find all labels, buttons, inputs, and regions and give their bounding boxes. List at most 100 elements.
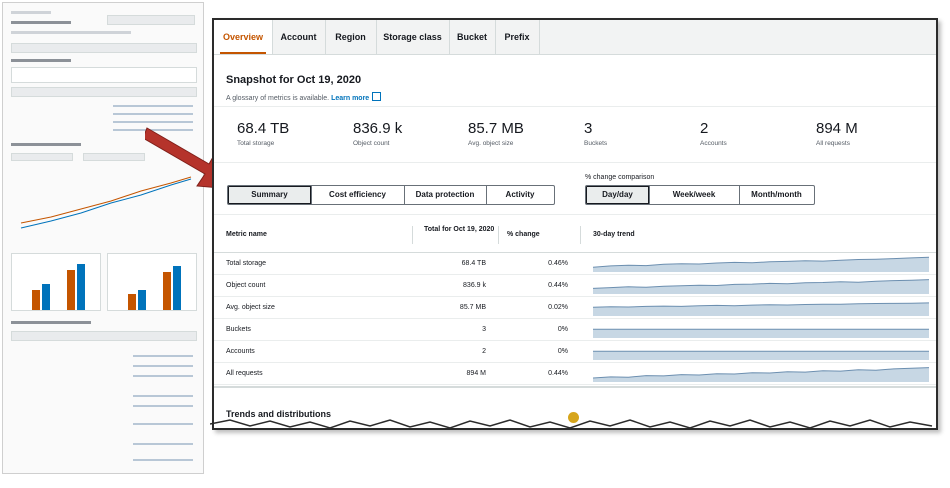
metric-avg-object-size: 85.7 MB Avg. object size — [468, 120, 524, 147]
snapshot-title: Snapshot for Oct 19, 2020 — [226, 74, 362, 86]
metric-value: 836.9 k — [353, 120, 403, 137]
divider — [214, 106, 936, 107]
thumb-bar-chart — [11, 253, 101, 311]
table-row-name: Avg. object size — [226, 304, 275, 311]
storage-lens-panel: Overview Account Region Storage class Bu… — [212, 18, 938, 430]
metric-total-storage: 68.4 TB Total storage — [237, 120, 289, 147]
metric-label: All requests — [816, 140, 850, 147]
metric-value: 894 M — [816, 120, 858, 137]
thumb-segment — [11, 87, 197, 97]
metric-label: Accounts — [700, 140, 727, 147]
segment-week-week[interactable]: Week/week — [649, 186, 740, 204]
dashboard-thumbnail — [2, 2, 204, 474]
tab-region[interactable]: Region — [325, 20, 377, 54]
learn-more-link[interactable]: Learn more — [331, 95, 370, 102]
thumb-metrics — [11, 67, 197, 83]
trend-line — [593, 367, 929, 379]
trend-area — [593, 329, 929, 338]
tab-prefix[interactable]: Prefix — [495, 20, 540, 54]
thumb-trend — [113, 113, 193, 115]
table-row-total: 2 — [482, 348, 486, 355]
thumb-line — [11, 21, 71, 24]
header-divider — [214, 252, 936, 253]
segment-month-month[interactable]: Month/month — [751, 190, 802, 199]
trend-line — [593, 302, 929, 308]
column-separator — [498, 226, 499, 244]
metric-buckets: 3 Buckets — [584, 120, 607, 147]
thumb-select — [11, 153, 73, 161]
dashboard-tabs: Overview Account Region Storage class Bu… — [214, 20, 936, 55]
thumb-trend — [133, 395, 193, 397]
metric-value: 68.4 TB — [237, 120, 290, 137]
table-row-name: Buckets — [226, 326, 251, 333]
row-divider — [214, 340, 936, 341]
table-row-name: Accounts — [226, 348, 255, 355]
metric-value: 85.7 MB — [468, 120, 524, 137]
thumb-trend — [133, 423, 193, 425]
tab-overview[interactable]: Overview — [214, 20, 273, 54]
tab-bucket[interactable]: Bucket — [449, 20, 496, 54]
thumb-trend — [133, 443, 193, 445]
metric-all-requests: 894 M All requests — [816, 120, 858, 147]
table-row-total: 68.4 TB — [461, 260, 486, 267]
metric-label: Object count — [353, 140, 390, 147]
cursor-dot — [568, 412, 579, 423]
glossary-note: A glossary of metrics is available. Lear… — [226, 91, 382, 102]
trend-line — [593, 256, 929, 268]
table-row-name: All requests — [226, 370, 263, 377]
thumb-trend — [133, 355, 193, 357]
column-separator — [580, 226, 581, 244]
metric-label: Avg. object size — [468, 140, 514, 147]
external-link-icon — [372, 92, 382, 101]
trend-sparkline — [593, 328, 929, 338]
table-row-percent: 0.02% — [548, 304, 568, 311]
trend-area — [593, 302, 929, 316]
metric-object-count: 836.9 k Object count — [353, 120, 402, 147]
thumb-line — [11, 143, 81, 146]
segment-data-protection[interactable]: Data protection — [404, 186, 487, 204]
thumb-line — [11, 59, 71, 62]
thumb-line-chart — [20, 176, 192, 229]
table-row-total: 85.7 MB — [459, 304, 486, 311]
divider — [214, 214, 936, 215]
metric-accounts: 2 Accounts — [700, 120, 727, 147]
glossary-text: A glossary of metrics is available. — [226, 95, 330, 102]
table-row-name: Total storage — [226, 260, 267, 267]
thumb-line — [11, 11, 51, 14]
metric-value: 3 — [584, 120, 593, 137]
metric-label: Total storage — [237, 140, 275, 147]
segment-day-day[interactable]: Day/day — [586, 186, 650, 204]
thumb-trend — [113, 129, 193, 131]
table-row-percent: 0% — [557, 348, 568, 355]
thumb-bar-chart — [107, 253, 197, 311]
thumb-segment — [11, 331, 197, 341]
header-total: Total for Oct 19, 2020 — [424, 226, 495, 233]
thumb-select — [83, 153, 145, 161]
thumb-trend — [133, 405, 193, 407]
segment-activity[interactable]: Activity — [505, 190, 535, 199]
thumb-tabs — [11, 43, 197, 53]
thumb-toolbar — [107, 15, 195, 25]
thumb-trend — [113, 121, 193, 123]
table-row-total: 894 M — [466, 370, 486, 377]
trend-line — [593, 279, 929, 289]
thumb-trend — [133, 365, 193, 367]
table-row-percent: 0% — [557, 326, 568, 333]
metric-label: Buckets — [584, 140, 608, 147]
comparison-segmented-control: Day/day Week/week Month/month — [585, 185, 815, 205]
segment-cost-efficiency[interactable]: Cost efficiency — [311, 186, 405, 204]
segment-summary[interactable]: Summary — [228, 186, 312, 204]
metric-value: 2 — [700, 120, 709, 137]
trend-sparkline — [593, 256, 929, 272]
trend-sparkline — [593, 367, 929, 382]
column-separator — [412, 226, 413, 244]
row-divider — [214, 296, 936, 297]
tab-storage-class[interactable]: Storage class — [376, 20, 450, 54]
table-row-name: Object count — [226, 282, 266, 289]
tab-account[interactable]: Account — [272, 20, 326, 54]
thumb-trend — [133, 375, 193, 377]
table-row-percent: 0.44% — [548, 370, 568, 377]
trend-area — [593, 351, 929, 360]
comparison-label: % change comparison — [585, 174, 655, 181]
row-divider — [214, 274, 936, 275]
